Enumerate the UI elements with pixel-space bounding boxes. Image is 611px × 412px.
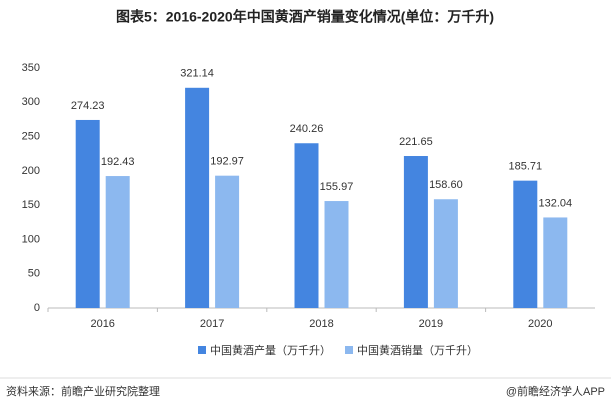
y-tick-label: 350 [22, 62, 40, 74]
bar [324, 201, 349, 308]
bar [543, 217, 568, 308]
y-tick-label: 100 [22, 233, 40, 245]
legend-swatch [345, 346, 353, 354]
x-tick-label: 2018 [309, 318, 333, 330]
y-tick-label: 250 [22, 130, 40, 142]
data-label: 240.26 [290, 123, 324, 135]
y-tick-label: 0 [34, 302, 40, 314]
y-tick-label: 50 [28, 268, 40, 280]
data-label: 192.43 [101, 156, 135, 168]
bar [294, 143, 319, 308]
data-label: 221.65 [399, 136, 433, 148]
data-label: 274.23 [71, 100, 105, 112]
source: 资料来源：前瞻产业研究院整理 [6, 384, 160, 398]
bar [513, 180, 538, 308]
data-label: 192.97 [210, 156, 244, 168]
legend-label: 中国黄酒销量（万千升） [357, 343, 478, 357]
x-tick-label: 2020 [528, 318, 552, 330]
bar [215, 175, 240, 308]
bar [433, 199, 458, 308]
y-tick-label: 300 [22, 96, 40, 108]
bar [105, 176, 130, 308]
bar [403, 156, 428, 308]
legend-swatch [198, 346, 206, 354]
data-label: 155.97 [320, 181, 354, 193]
x-tick-label: 2017 [200, 318, 224, 330]
bar [75, 119, 100, 308]
x-tick-label: 2016 [90, 318, 114, 330]
data-label: 158.60 [429, 179, 463, 191]
data-label: 321.14 [180, 68, 214, 80]
chart-title: 图表5：2016-2020年中国黄酒产销量变化情况(单位：万千升) [116, 9, 494, 25]
data-label: 132.04 [538, 197, 572, 209]
data-label: 185.71 [508, 161, 542, 173]
y-tick-label: 200 [22, 165, 40, 177]
legend-label: 中国黄酒产量（万千升） [210, 343, 331, 357]
x-tick-label: 2019 [419, 318, 443, 330]
bar [185, 87, 210, 309]
credit: @前瞻经济学人APP [506, 384, 605, 398]
y-tick-label: 150 [22, 199, 40, 211]
